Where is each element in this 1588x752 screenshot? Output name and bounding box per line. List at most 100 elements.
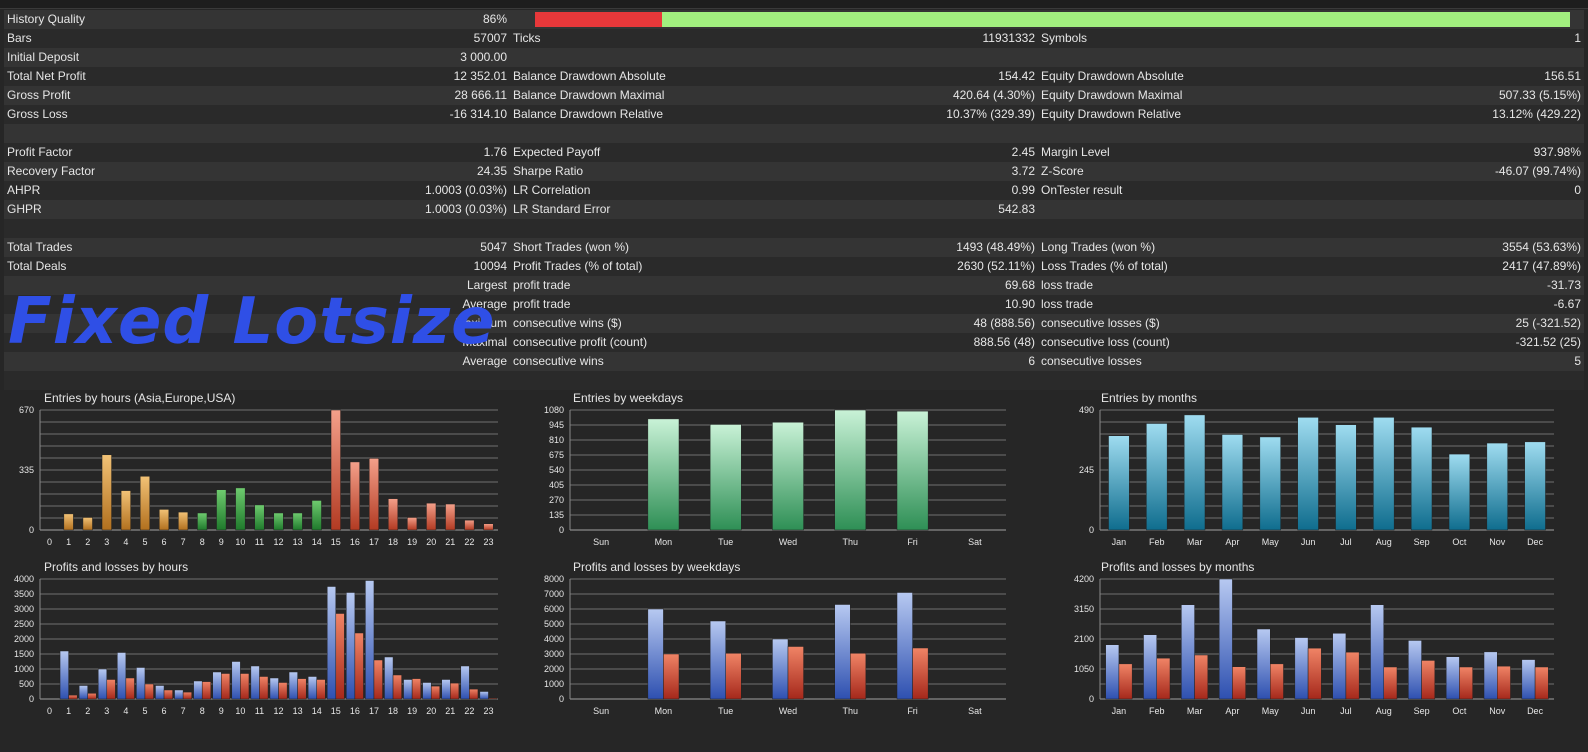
metric-label: Balance Drawdown Relative (513, 107, 664, 121)
metric-label: Margin Level (1041, 145, 1110, 159)
x-tick-label: 15 (331, 706, 341, 716)
loss-bar (1534, 666, 1549, 700)
x-tick-label: 5 (142, 706, 147, 716)
x-tick-label: Nov (1489, 537, 1506, 547)
quality-missing-segment (535, 12, 662, 27)
x-tick-label: 13 (293, 537, 303, 547)
profit-bar (384, 656, 394, 700)
metric-value: 25 (-321.52) (1515, 316, 1581, 330)
x-tick-label: 22 (464, 537, 474, 547)
y-tick-label: 500 (19, 679, 34, 689)
profit-bar (155, 685, 165, 700)
y-tick-label: 810 (549, 435, 564, 445)
bar (464, 519, 475, 531)
metric-label: consecutive losses ($) (1041, 316, 1160, 330)
metric-label: Z-Score (1041, 164, 1084, 178)
metric-label: Symbols (1041, 31, 1088, 45)
y-tick-label: 490 (1079, 405, 1094, 415)
profit-bar (174, 689, 184, 700)
metric-label: profit trade (513, 278, 571, 292)
report-row: Initial Deposit 3 000.00 (4, 48, 1584, 67)
y-tick-label: 2500 (14, 619, 34, 629)
metric-label: loss trade (1041, 278, 1094, 292)
metric-label (1038, 124, 1258, 143)
metric-value: 3 000.00 (460, 50, 507, 64)
metric-label: Profit Factor (7, 145, 73, 159)
x-tick-label: Sat (968, 537, 982, 547)
profit-bar (78, 685, 88, 700)
bar (1297, 417, 1319, 531)
chart-profits-losses-by-hours: Profits and losses by hours 0 500 1000 1500 2… (14, 560, 498, 716)
x-tick-label: 19 (407, 706, 417, 716)
bar (273, 512, 284, 531)
bar (445, 503, 456, 531)
y-tick-label: 335 (19, 465, 34, 475)
profit-bar (136, 667, 146, 700)
y-tick-label: 2000 (544, 664, 564, 674)
loss-bar (373, 659, 383, 700)
profit-bar (422, 682, 432, 700)
x-tick-label: 21 (445, 706, 455, 716)
metric-value: 937.98% (1533, 145, 1581, 159)
loss-bar (1156, 657, 1171, 700)
y-tick-label: 7000 (544, 589, 564, 599)
metric-label (510, 124, 720, 143)
metric-label: Loss Trades (% of total) (1041, 259, 1168, 273)
profit-bar (1521, 659, 1536, 700)
metric-value: -46.07 (99.74%) (1494, 164, 1581, 178)
x-tick-label: Mon (655, 706, 673, 716)
profit-bar (772, 638, 789, 700)
x-tick-label: 13 (293, 706, 303, 716)
metric-value: 3.72 (1011, 164, 1035, 178)
loss-bar (850, 653, 867, 700)
metric-label (1038, 219, 1258, 238)
x-tick-label: 10 (235, 706, 245, 716)
x-tick-label: Thu (843, 537, 859, 547)
y-tick-label: 4000 (14, 574, 34, 584)
y-tick-label: 3000 (544, 649, 564, 659)
report-row: Gross Profit 28 666.11 Balance Drawdown Ma… (4, 86, 1584, 105)
y-tick-label: 3500 (14, 589, 34, 599)
metric-label: History Quality (7, 12, 86, 26)
metric-value: 5 (1574, 354, 1581, 368)
x-tick-label: 14 (312, 706, 322, 716)
loss-bar (725, 653, 742, 700)
loss-bar (259, 676, 269, 700)
profit-bar (441, 679, 451, 700)
y-tick-label: 675 (549, 450, 564, 460)
x-tick-label: 0 (47, 537, 52, 547)
bar (1146, 423, 1168, 531)
x-tick-label: 2 (85, 706, 90, 716)
x-tick-label: Fri (907, 706, 918, 716)
metric-value: 24.35 (476, 164, 507, 178)
report-row: Total Deals 10094 Profit Trades (% of tota… (4, 257, 1584, 276)
loss-bar (1118, 663, 1133, 700)
loss-bar (68, 694, 78, 700)
x-tick-label: Sat (968, 706, 982, 716)
metric-label: AHPR (7, 183, 41, 197)
metric-value: 0 (1574, 183, 1581, 197)
report-row (4, 124, 1584, 143)
bar (772, 421, 804, 531)
x-tick-label: 8 (200, 706, 205, 716)
metric-label: Gross Loss (7, 107, 68, 121)
metric-value (720, 219, 1038, 238)
metric-value: 10.90 (1004, 297, 1035, 311)
x-tick-label: May (1262, 537, 1280, 547)
loss-bar (450, 682, 460, 700)
y-tick-label: 0 (29, 525, 34, 535)
profit-bar (1445, 656, 1460, 700)
metric-label (510, 48, 720, 67)
bar (235, 487, 246, 531)
watermark-text: Fixed Lotsize (8, 285, 496, 359)
x-tick-label: 16 (350, 706, 360, 716)
report-row: Average consecutive wins 6 consecutive loss… (4, 352, 1584, 371)
bar (647, 418, 680, 531)
bar (1183, 414, 1206, 531)
metric-label: Bars (7, 31, 32, 45)
x-tick-label: Feb (1149, 706, 1165, 716)
bar (1373, 417, 1395, 531)
profit-bar (326, 586, 337, 700)
metric-value: 3554 (53.63%) (1502, 240, 1581, 254)
report-row (4, 219, 1584, 238)
